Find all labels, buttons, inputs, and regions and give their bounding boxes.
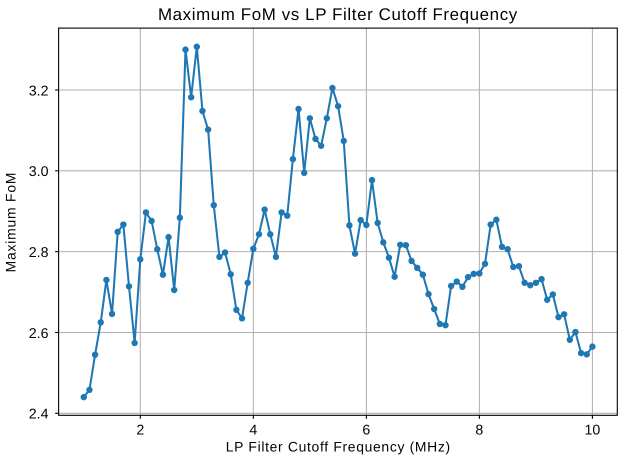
svg-text:6: 6 [362, 423, 370, 439]
svg-text:10: 10 [585, 423, 601, 439]
svg-text:LP Filter Cutoff Frequency (MH: LP Filter Cutoff Frequency (MHz) [226, 439, 451, 455]
svg-text:4: 4 [249, 423, 257, 439]
svg-text:3.2: 3.2 [29, 83, 49, 99]
svg-text:2: 2 [136, 423, 144, 439]
svg-text:2.6: 2.6 [29, 326, 49, 342]
svg-text:2.8: 2.8 [29, 245, 49, 261]
svg-text:3.0: 3.0 [29, 164, 49, 180]
svg-text:2.4: 2.4 [29, 407, 49, 423]
svg-text:8: 8 [475, 423, 483, 439]
svg-text:Maximum FoM vs LP Filter Cutof: Maximum FoM vs LP Filter Cutoff Frequenc… [158, 5, 518, 24]
svg-text:Maximum FoM: Maximum FoM [3, 172, 19, 273]
